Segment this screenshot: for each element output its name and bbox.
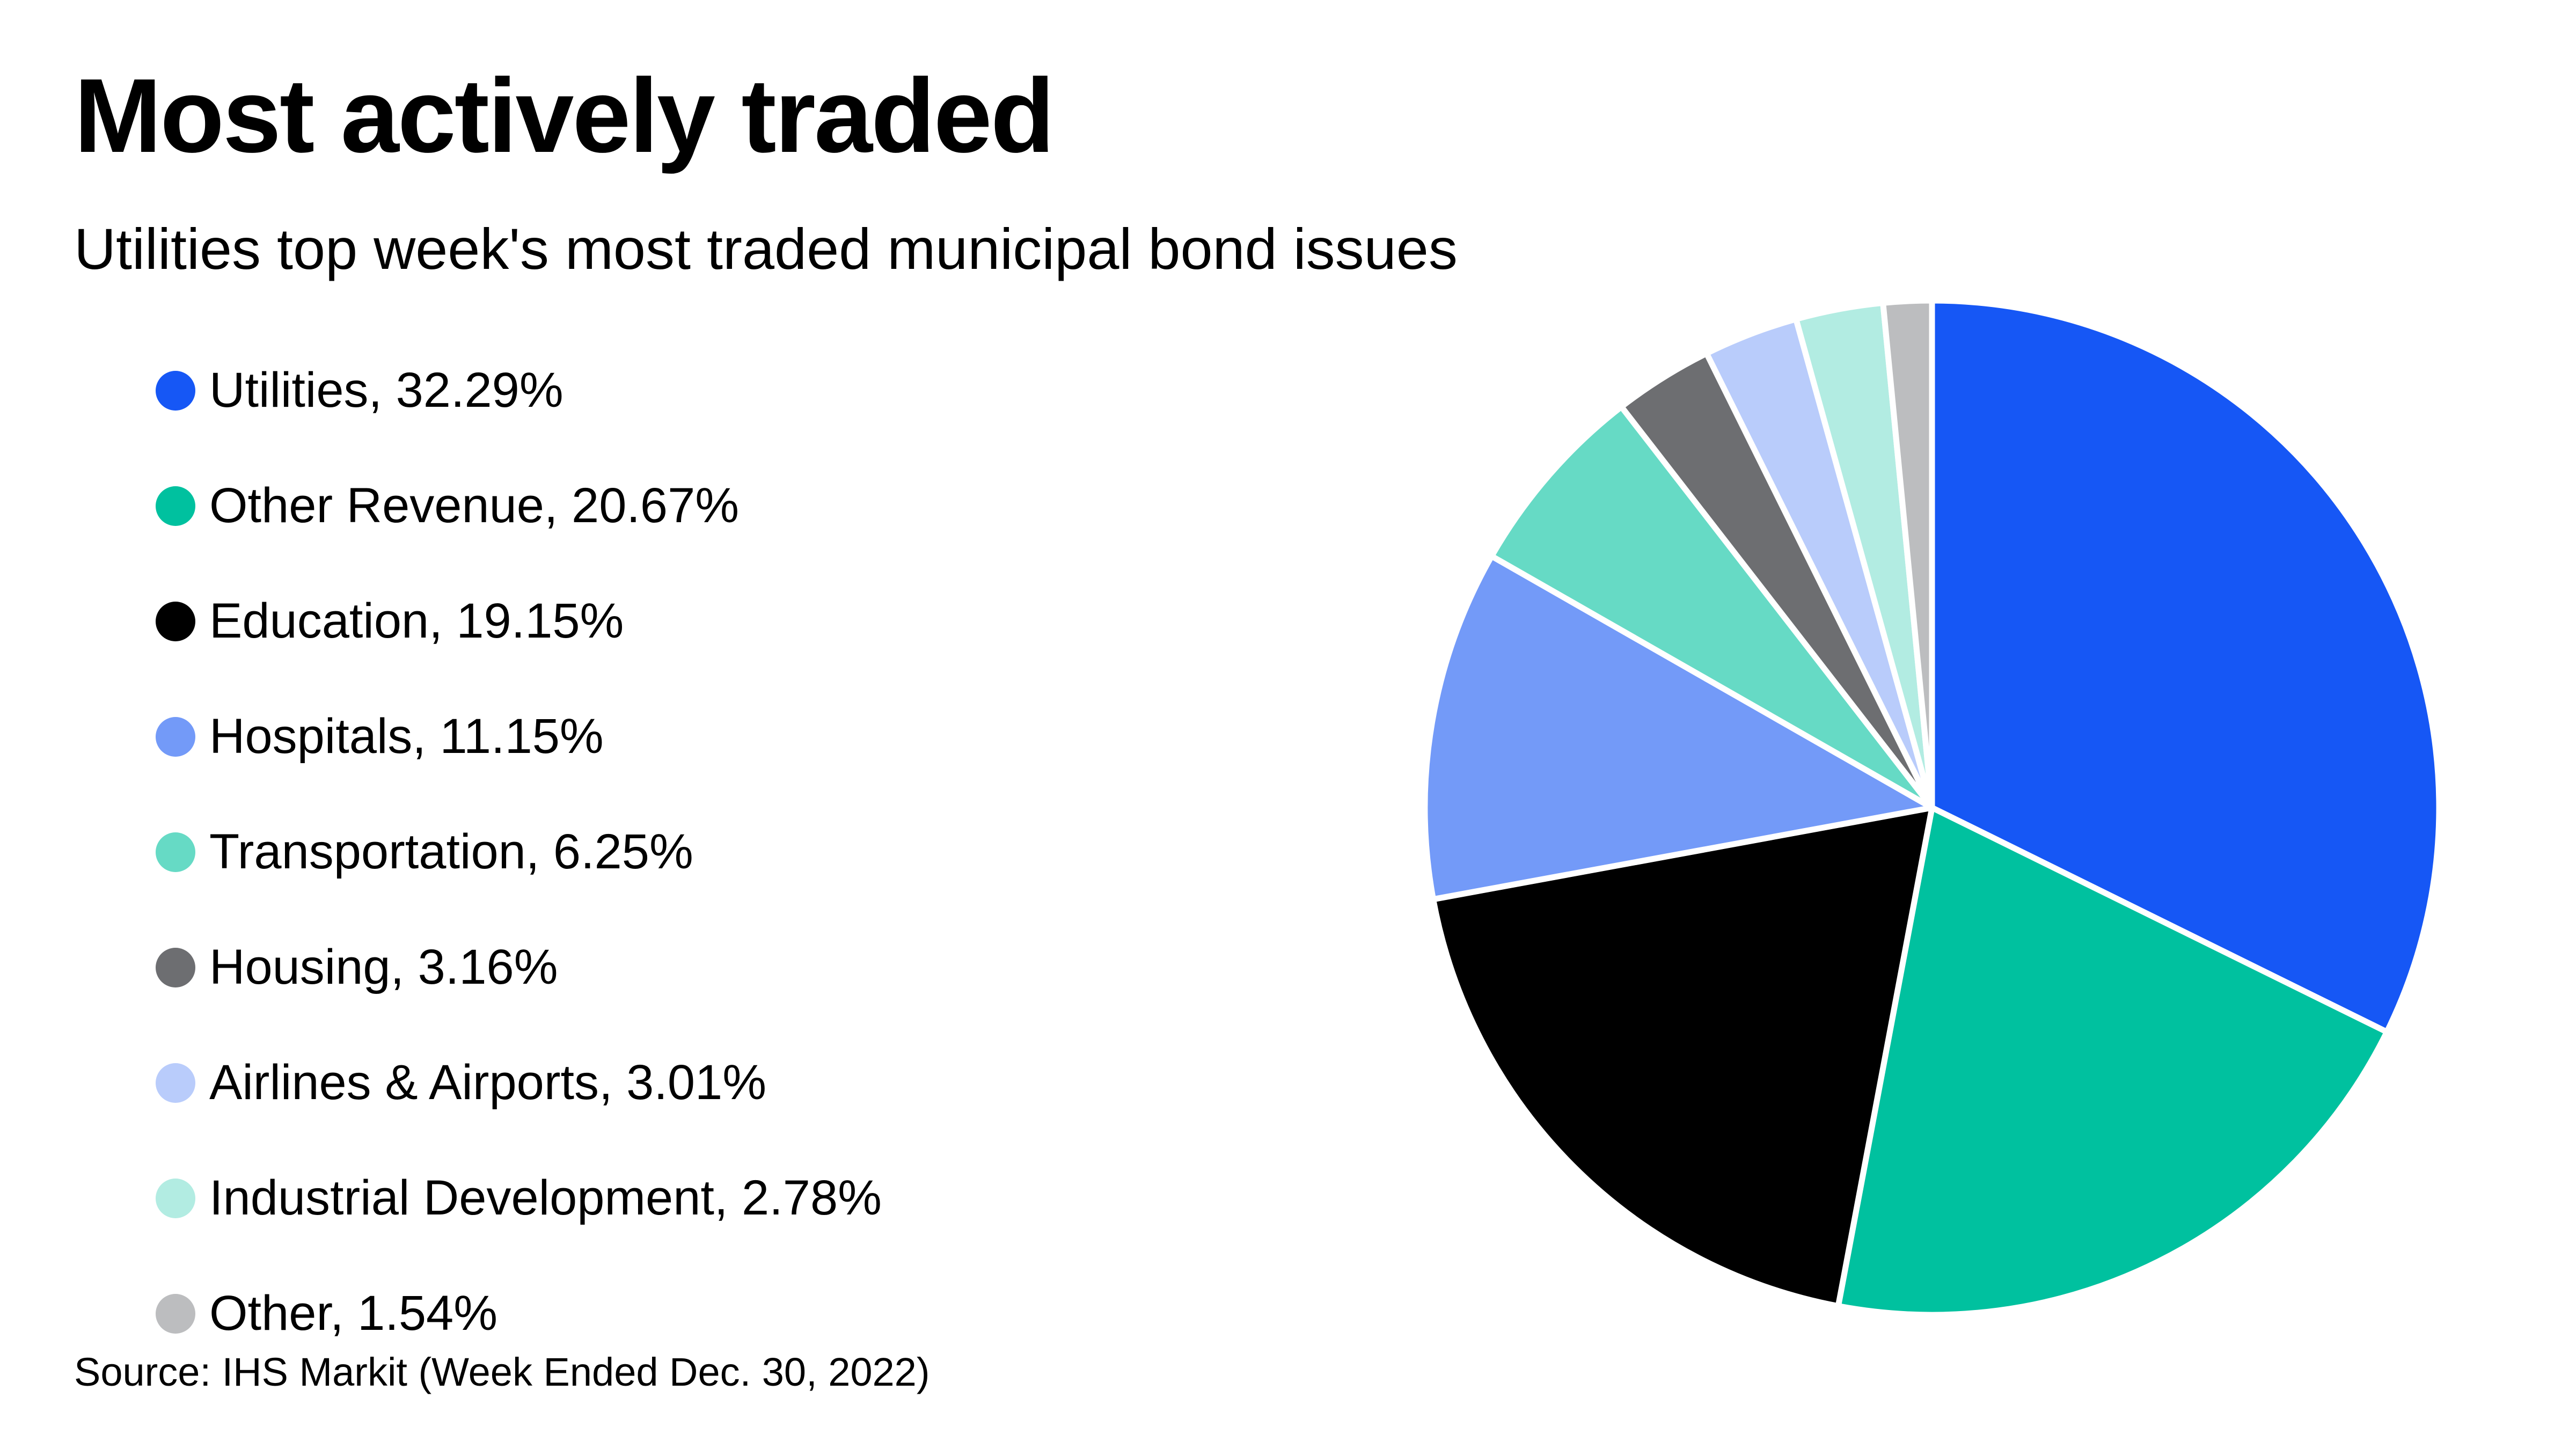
legend-label: Industrial Development, 2.78% (209, 1170, 882, 1225)
legend-label: Utilities, 32.29% (209, 363, 564, 418)
legend-item: Utilities, 32.29% (156, 333, 882, 448)
source-note: Source: IHS Markit (Week Ended Dec. 30, … (74, 1350, 930, 1394)
legend-label: Education, 19.15% (209, 594, 624, 648)
legend-label: Other, 1.54% (209, 1286, 497, 1341)
pie-slice-transportation (1488, 404, 1935, 811)
pie-slice-education (1430, 804, 1935, 1309)
legend-dot-icon (156, 370, 195, 411)
legend-dot-icon (156, 1063, 195, 1103)
legend-label: Housing, 3.16% (209, 940, 558, 994)
legend-dot-icon (156, 716, 195, 757)
legend-item: Hospitals, 11.15% (156, 679, 882, 794)
pie-slice-other-revenue (1835, 804, 2390, 1318)
legend-dot-icon (156, 486, 195, 526)
legend-item: Industrial Development, 2.78% (156, 1140, 882, 1256)
legend-item: Transportation, 6.25% (156, 794, 882, 910)
legend-label: Other Revenue, 20.67% (209, 478, 740, 533)
chart-title: Most actively traded (74, 57, 1055, 174)
legend-label: Airlines & Airports, 3.01% (209, 1055, 767, 1110)
legend-dot-icon (156, 1178, 195, 1218)
legend-dot-icon (156, 601, 195, 641)
legend-item: Other Revenue, 20.67% (156, 448, 882, 564)
legend: Utilities, 32.29% Other Revenue, 20.67% Ed… (156, 333, 882, 1371)
pie-slice-utilities (1929, 297, 2442, 1035)
legend-item: Airlines & Airports, 3.01% (156, 1025, 882, 1140)
legend-dot-icon (156, 947, 195, 987)
legend-dot-icon (156, 832, 195, 872)
legend-item: Housing, 3.16% (156, 910, 882, 1025)
chart-subtitle: Utilities top week's most traded municip… (74, 216, 1458, 281)
legend-label: Hospitals, 11.15% (209, 709, 604, 764)
legend-item: Education, 19.15% (156, 564, 882, 679)
legend-label: Transportation, 6.25% (209, 824, 693, 879)
legend-item: Other, 1.54% (156, 1256, 882, 1371)
pie-slice-hospitals (1422, 553, 1935, 903)
legend-dot-icon (156, 1293, 195, 1334)
pie-slice-other (1880, 297, 1935, 811)
